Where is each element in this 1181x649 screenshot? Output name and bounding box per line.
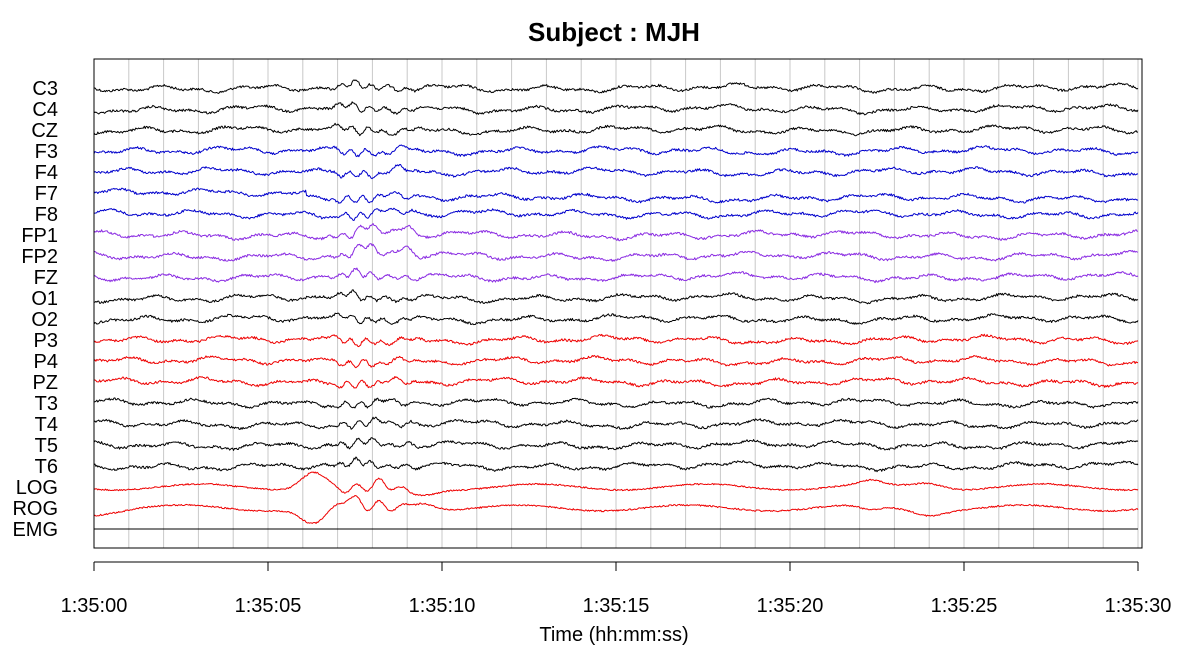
channel-labels: C3C4CZF3F4F7F8FP1FP2FZO1O2P3P4PZT3T4T5T6… [12, 78, 58, 541]
channel-label-cz: CZ [31, 120, 58, 142]
x-tick-label: 1:35:00 [61, 595, 128, 617]
channel-label-o2: O2 [31, 309, 58, 331]
channel-label-fz: FZ [34, 267, 58, 289]
trace-c3 [93, 79, 1139, 94]
trace-f8 [93, 207, 1139, 221]
x-axis-label: Time (hh:mm:ss) [539, 624, 688, 646]
trace-fp2 [93, 243, 1139, 262]
trace-c4 [93, 101, 1139, 116]
channel-label-emg: EMG [12, 519, 58, 541]
channel-label-p4: P4 [34, 351, 58, 373]
channel-label-log: LOG [16, 477, 58, 499]
channel-label-f4: F4 [35, 162, 58, 184]
channel-label-t5: T5 [35, 435, 58, 457]
channel-label-c4: C4 [32, 99, 58, 121]
chart-title: Subject : MJH [528, 17, 700, 47]
x-tick-label: 1:35:05 [235, 595, 302, 617]
channel-label-pz: PZ [32, 372, 58, 394]
channel-label-f3: F3 [35, 141, 58, 163]
trace-f3 [93, 144, 1139, 158]
channel-label-t4: T4 [35, 414, 58, 436]
trace-f4 [93, 163, 1139, 180]
trace-pz [93, 375, 1139, 389]
x-tick-label: 1:35:20 [757, 595, 824, 617]
trace-p3 [93, 333, 1139, 348]
grid-lines [93, 59, 1139, 548]
trace-fz [93, 267, 1139, 284]
plot-frame [93, 58, 1143, 549]
channel-label-c3: C3 [32, 78, 58, 100]
channel-label-fp2: FP2 [21, 246, 58, 268]
x-tick-label: 1:35:25 [931, 595, 998, 617]
trace-t6 [93, 456, 1139, 473]
trace-t4 [93, 416, 1139, 430]
x-axis: 1:35:00 1:35:05 1:35:10 1:35:15 1:35:20 1:35:… [61, 561, 1172, 617]
trace-cz [93, 122, 1139, 137]
channel-label-t3: T3 [35, 393, 58, 415]
x-tick-label: 1:35:15 [583, 595, 650, 617]
trace-log [93, 471, 1139, 497]
trace-layer [93, 79, 1139, 530]
trace-rog [93, 494, 1139, 524]
trace-t3 [93, 397, 1139, 409]
trace-p4 [93, 354, 1139, 369]
channel-label-rog: ROG [12, 498, 58, 520]
channel-label-p3: P3 [34, 330, 58, 352]
x-tick-label: 1:35:10 [409, 595, 476, 617]
channel-label-f7: F7 [35, 183, 58, 205]
channel-label-t6: T6 [35, 456, 58, 478]
trace-f7 [93, 187, 1139, 204]
trace-fp1 [93, 223, 1139, 242]
channel-label-f8: F8 [35, 204, 58, 226]
x-tick-label: 1:35:30 [1105, 595, 1172, 617]
trace-o2 [93, 312, 1139, 326]
trace-o1 [93, 289, 1139, 305]
trace-t5 [93, 437, 1139, 451]
channel-label-fp1: FP1 [21, 225, 58, 247]
channel-label-o1: O1 [31, 288, 58, 310]
